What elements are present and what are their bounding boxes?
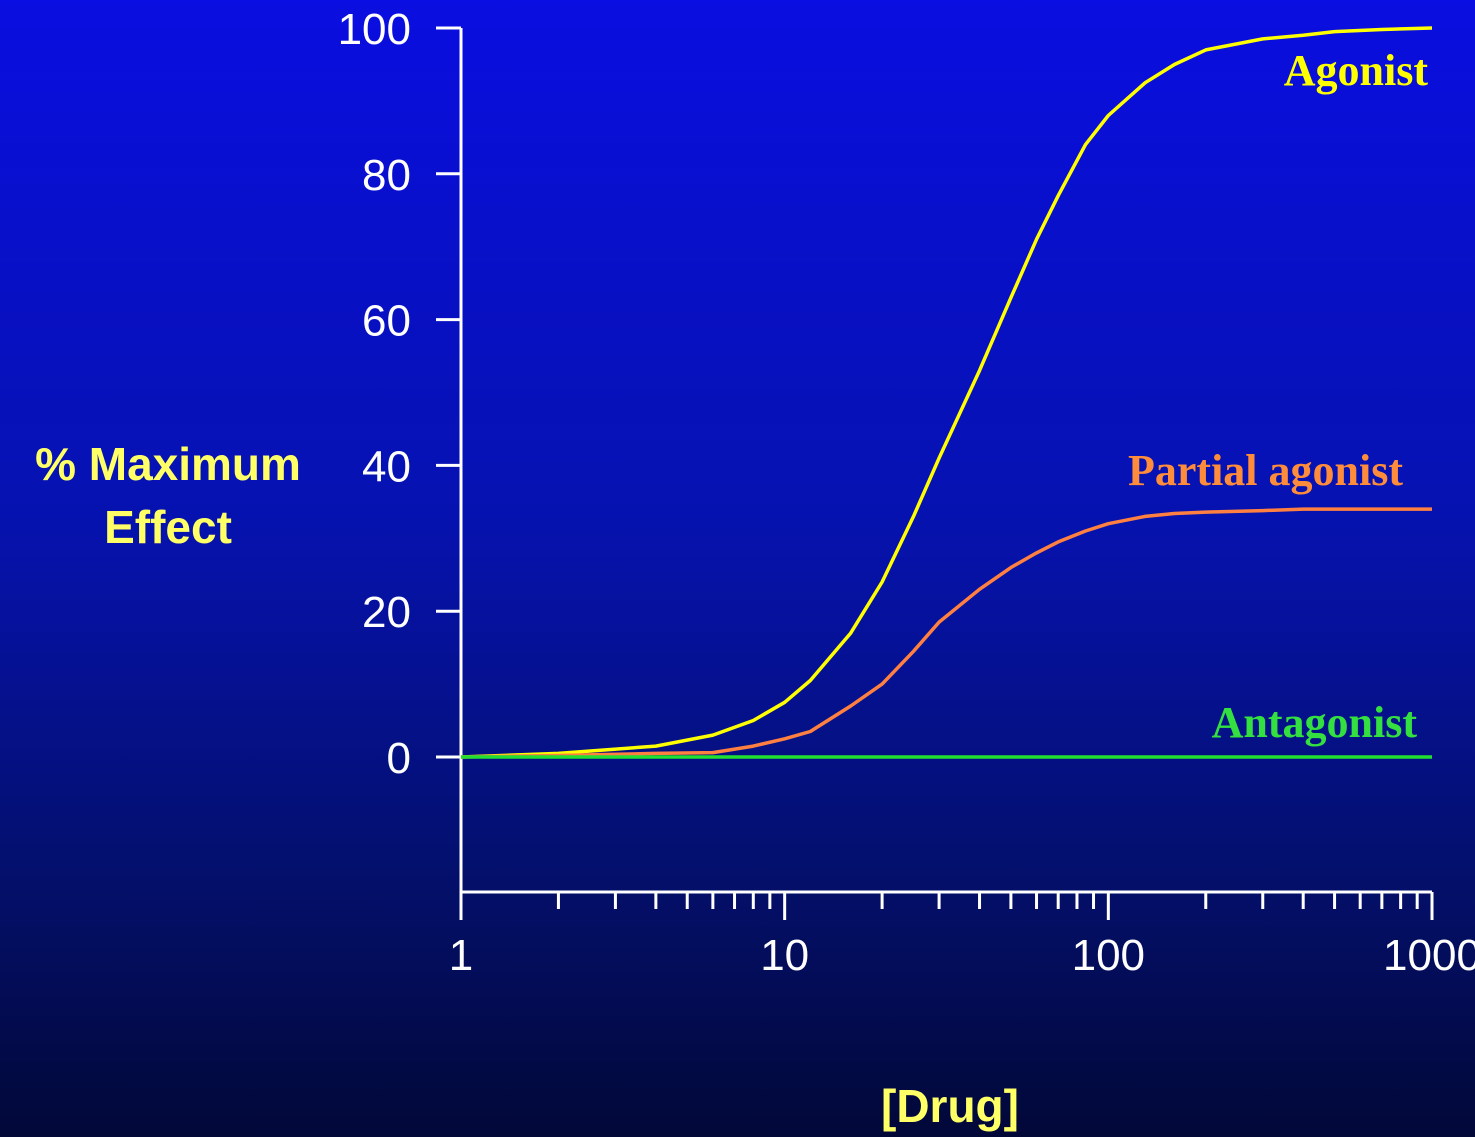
series-line-agonist [460, 26, 1433, 759]
x-tick-label: 100 [1072, 931, 1145, 980]
y-tick-label: 20 [362, 588, 411, 637]
y-tick-label: 80 [362, 151, 411, 200]
series-label-partial-agonist: Partial agonist [1128, 446, 1403, 495]
y-tick-label: 60 [362, 297, 411, 346]
series-label-antagonist: Antagonist [1212, 698, 1418, 747]
x-tick-label: 1000 [1383, 931, 1475, 980]
y-tick-label: 100 [338, 5, 411, 54]
y-axis-title-line-1: % Maximum [35, 438, 301, 490]
axes: 0 20 40 60 80 100 1 10 100 1000 [338, 5, 1475, 980]
series-labels: Agonist Partial agonist Antagonist [1128, 46, 1428, 747]
y-axis-title-line-2: Effect [104, 501, 232, 553]
series-label-agonist: Agonist [1284, 46, 1429, 95]
x-tick-label: 1 [449, 931, 473, 980]
y-tick-label: 40 [362, 442, 411, 491]
x-axis-ticks: 1 10 100 1000 [449, 892, 1475, 980]
series-line-partial-agonist [460, 507, 1432, 759]
series-lines [460, 26, 1433, 759]
x-axis-title: [Drug] [881, 1080, 1019, 1132]
y-axis-ticks: 0 20 40 60 80 100 [338, 5, 461, 783]
y-tick-label: 0 [387, 734, 411, 783]
x-tick-label: 10 [760, 931, 809, 980]
